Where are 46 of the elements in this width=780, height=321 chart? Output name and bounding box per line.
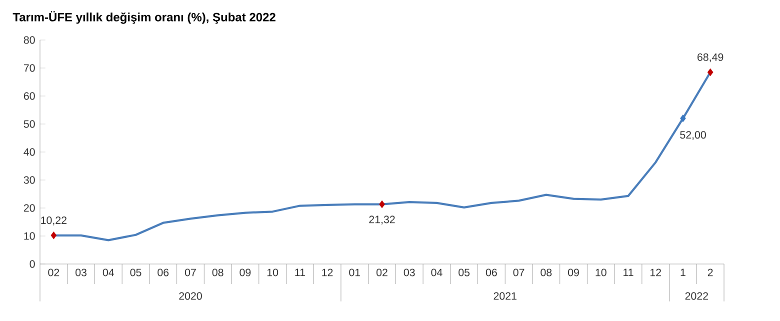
x-tick-label: 05 (130, 268, 142, 276)
x-tick-label: 2 (708, 268, 713, 276)
x-tick-label: 06 (158, 268, 169, 276)
data-label: 21,32 (369, 216, 395, 224)
x-tick-label: 06 (486, 268, 497, 276)
y-tick-label: 20 (24, 204, 35, 212)
x-tick-label: 09 (568, 268, 579, 276)
x-tick-label: 12 (322, 268, 333, 276)
x-tick-label: 09 (240, 268, 251, 276)
x-tick-label: 1 (680, 268, 686, 276)
y-tick-label: 30 (24, 176, 35, 184)
text: 2021 (494, 292, 516, 300)
x-tick-label: 11 (295, 268, 305, 276)
x-tick-label: 03 (76, 268, 86, 276)
text: 2022 (685, 292, 708, 300)
y-tick-label: 50 (24, 120, 35, 128)
data-label: 52,00 (680, 131, 706, 140)
x-tick-label: 02 (376, 268, 388, 276)
x-tick-label: 01 (349, 268, 360, 276)
x-tick-label: 08 (212, 268, 224, 276)
data-label: 68,49 (698, 53, 724, 62)
y-tick-label: 70 (24, 64, 35, 72)
y-tick-label: 60 (24, 92, 35, 100)
point (50, 232, 57, 240)
chart-title: Tarım-ÜFE yıllık değişim oranı (%), Şubat 2022 (12, 11, 276, 24)
point (680, 114, 686, 122)
data-label: 10,22 (41, 216, 66, 226)
x-tick-label: 10 (596, 268, 606, 276)
y-tick-label: 0 (30, 260, 35, 268)
y-tick-label: 80 (24, 36, 35, 44)
x-tick-label: 02 (48, 268, 60, 276)
x-tick-label: 04 (102, 268, 114, 276)
x-tick-label: 05 (458, 268, 470, 276)
y-tick-label: 40 (24, 148, 35, 156)
x-tick-label: 10 (267, 268, 278, 276)
y-tick-label: 10 (24, 232, 35, 240)
text: 2020 (179, 292, 202, 300)
x-tick-label: 04 (431, 268, 442, 276)
x-tick-label: 12 (650, 268, 661, 276)
x-tick-label: 07 (184, 268, 196, 276)
x-tick-label: 07 (513, 268, 524, 276)
x-tick-label: 08 (540, 268, 552, 276)
x-tick-label: 11 (624, 268, 634, 276)
x-tick-label: 03 (404, 268, 415, 276)
point (707, 68, 714, 76)
point (379, 200, 385, 208)
